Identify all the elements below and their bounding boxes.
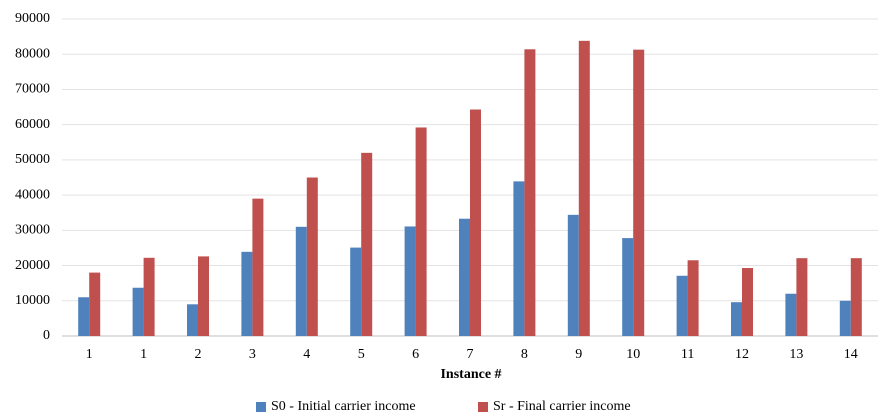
bar xyxy=(143,257,155,336)
x-tick-label: 12 xyxy=(735,347,749,362)
legend-swatch xyxy=(478,402,488,412)
x-tick-label: 3 xyxy=(249,347,256,362)
x-tick-label: 9 xyxy=(575,347,582,362)
bar xyxy=(306,177,318,336)
bar xyxy=(742,268,753,336)
x-tick-label: 4 xyxy=(303,347,310,362)
bar xyxy=(796,258,808,336)
x-tick-label: 10 xyxy=(626,347,640,362)
bar xyxy=(252,198,264,336)
x-tick-label: 7 xyxy=(467,347,474,362)
bar xyxy=(295,226,307,336)
x-tick-label: 8 xyxy=(521,347,528,362)
bar xyxy=(513,181,525,336)
y-tick-label: 90000 xyxy=(15,11,50,26)
bar xyxy=(132,287,144,336)
bar xyxy=(361,152,373,336)
y-tick-label: 30000 xyxy=(15,223,50,238)
bar xyxy=(89,272,101,336)
bar xyxy=(676,275,688,336)
x-tick-label: 6 xyxy=(412,347,419,362)
bar xyxy=(241,251,253,336)
y-tick-label: 40000 xyxy=(15,187,50,202)
bar xyxy=(785,293,797,336)
bar xyxy=(78,297,90,336)
bar xyxy=(415,127,427,337)
x-tick-label: 2 xyxy=(195,347,202,362)
y-tick-label: 60000 xyxy=(15,117,50,132)
legend-swatch xyxy=(256,402,266,412)
bar xyxy=(404,226,416,336)
bar xyxy=(731,302,742,336)
y-tick-label: 50000 xyxy=(15,152,50,167)
bar xyxy=(633,49,645,336)
bar xyxy=(850,258,862,336)
bar xyxy=(198,256,209,336)
legend-label: S0 - Initial carrier income xyxy=(271,399,416,414)
bar xyxy=(459,218,470,336)
x-axis-label: Instance # xyxy=(440,367,501,382)
y-tick-label: 0 xyxy=(43,328,50,343)
x-tick-label: 5 xyxy=(358,347,365,362)
legend-label: Sr - Final carrier income xyxy=(493,399,631,414)
bar xyxy=(470,109,481,336)
bar xyxy=(839,300,851,336)
x-tick-label: 11 xyxy=(681,347,694,362)
x-tick-label: 1 xyxy=(86,347,93,362)
y-tick-label: 10000 xyxy=(15,293,50,308)
bar xyxy=(687,260,699,336)
x-tick-label: 14 xyxy=(844,347,858,362)
bar xyxy=(350,247,362,336)
bar xyxy=(524,49,536,337)
x-tick-label: 13 xyxy=(789,347,803,362)
bar xyxy=(578,40,590,337)
bar xyxy=(187,304,198,336)
y-tick-label: 70000 xyxy=(15,82,50,97)
bar xyxy=(567,214,579,336)
y-tick-label: 80000 xyxy=(15,46,50,61)
bar xyxy=(622,238,634,336)
x-tick-label: 1 xyxy=(140,347,147,362)
y-tick-label: 20000 xyxy=(15,258,50,273)
